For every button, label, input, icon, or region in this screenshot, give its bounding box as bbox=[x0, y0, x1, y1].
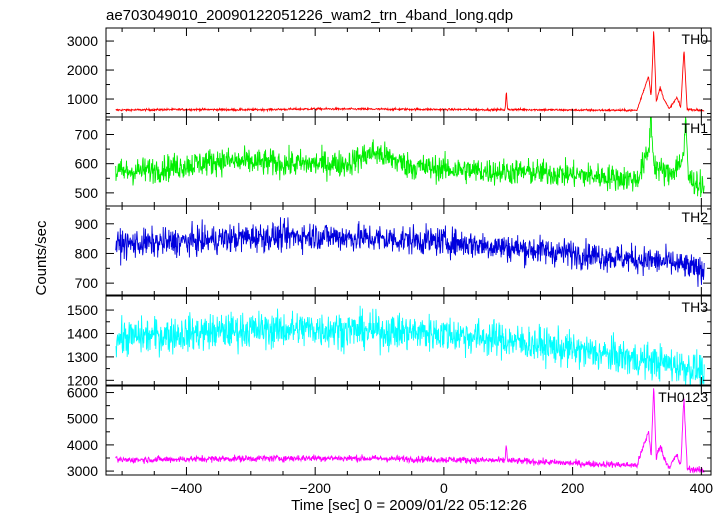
series-th2 bbox=[115, 217, 705, 287]
y-tick-label: 500 bbox=[75, 185, 99, 201]
y-tick-label: 4000 bbox=[67, 437, 98, 453]
y-tick-label: 700 bbox=[75, 275, 99, 291]
y-tick-label: 1500 bbox=[67, 302, 98, 318]
y-tick-label: 1000 bbox=[67, 91, 98, 107]
y-tick-label: 3000 bbox=[67, 33, 98, 49]
panel-th2: 700 800 900 TH2 bbox=[75, 205, 712, 296]
series-th3 bbox=[115, 305, 705, 385]
panel-label: TH1 bbox=[682, 120, 709, 136]
y-tick-label: 1400 bbox=[67, 325, 98, 341]
x-tick-label: −200 bbox=[299, 480, 331, 496]
panel-frame bbox=[105, 295, 712, 386]
panel-label: TH2 bbox=[682, 209, 709, 225]
x-tick-label: −400 bbox=[171, 480, 203, 496]
x-tick-label: 400 bbox=[690, 480, 714, 496]
series-th0123 bbox=[115, 388, 705, 474]
panel-frame bbox=[105, 205, 712, 296]
panel-frame bbox=[105, 385, 712, 476]
series-th1 bbox=[115, 117, 705, 198]
y-tick-label: 600 bbox=[75, 156, 99, 172]
y-tick-label: 1300 bbox=[67, 349, 98, 365]
panel-label: TH0 bbox=[682, 31, 709, 47]
panels: 1000 2000 3000 TH0 500 600 700 TH1 700 800 900 TH2 1… bbox=[67, 27, 712, 479]
y-tick-label: 5000 bbox=[67, 411, 98, 427]
panel-label: TH3 bbox=[682, 299, 709, 315]
y-tick-label: 3000 bbox=[67, 463, 98, 479]
x-tick-label: 200 bbox=[561, 480, 585, 496]
y-tick-label: 800 bbox=[75, 245, 99, 261]
y-tick-label: 2000 bbox=[67, 62, 98, 78]
y-tick-label: 1200 bbox=[67, 372, 98, 388]
series-th0 bbox=[115, 31, 705, 113]
y-axis-label: Counts/sec bbox=[33, 220, 50, 296]
y-tick-label: 900 bbox=[75, 216, 99, 232]
x-axis-label: Time [sec] 0 = 2009/01/22 05:12:26 bbox=[291, 497, 527, 514]
x-tick-label: 0 bbox=[440, 480, 448, 496]
y-tick-label: 6000 bbox=[67, 385, 98, 401]
panel-label: TH0123 bbox=[658, 389, 708, 405]
panel-th0123: 3000 4000 5000 6000 TH0123 bbox=[67, 385, 712, 479]
x-axis: −400 −200 0 200 400 bbox=[171, 480, 714, 496]
chart-title: ae703049010_20090122051226_wam2_trn_4ban… bbox=[106, 7, 513, 24]
panel-th1: 500 600 700 TH1 bbox=[75, 116, 712, 207]
panel-th0: 1000 2000 3000 TH0 bbox=[67, 27, 712, 118]
panel-th3: 1200 1300 1400 1500 TH3 bbox=[67, 295, 712, 388]
panel-frame bbox=[105, 27, 712, 118]
y-tick-label: 700 bbox=[75, 127, 99, 143]
